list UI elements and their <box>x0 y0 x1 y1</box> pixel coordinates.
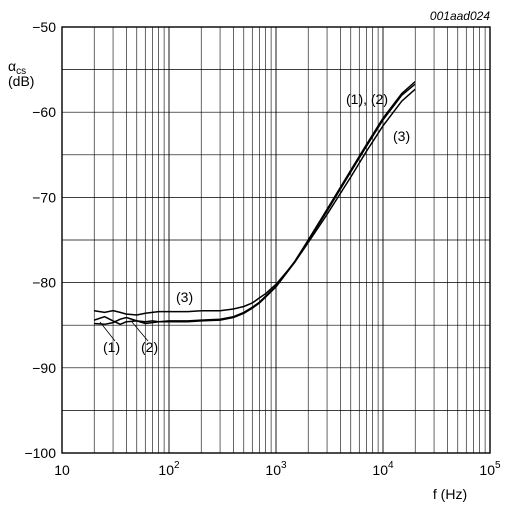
x-tick-label: 105 <box>479 460 501 478</box>
figure-reference: 001aad024 <box>430 9 490 23</box>
leader-line-1 <box>99 321 116 342</box>
data-series <box>93 80 416 326</box>
y-tick-label: −70 <box>32 189 56 205</box>
annotation-series-1-flat: (1) <box>103 339 120 355</box>
x-tick-label: 102 <box>158 460 180 478</box>
y-tick-label: −80 <box>32 275 56 291</box>
series-line-1 <box>93 80 416 326</box>
y-axis-label-symbol: αcs <box>8 58 26 77</box>
x-tick-label: 103 <box>265 460 287 478</box>
series-annotations: (1), (2) (3) (3) (1) (2) <box>99 91 410 355</box>
series-line-2 <box>94 83 416 326</box>
leader-line-2 <box>131 321 149 342</box>
grid-lines <box>62 27 490 453</box>
y-tick-label: −50 <box>32 19 56 35</box>
series-line-3 <box>94 88 416 316</box>
plot-frame <box>61 26 491 454</box>
tick-labels: −100 −90 −80 −70 −60 −50 10 102 103 104 105 <box>24 19 501 478</box>
y-tick-label: −90 <box>32 360 56 376</box>
x-axis-label: f (Hz) <box>433 486 467 502</box>
y-axis-label-unit: (dB) <box>8 73 34 89</box>
x-tick-label: 10 <box>54 462 70 478</box>
y-tick-label: −100 <box>24 445 56 461</box>
x-tick-label: 104 <box>372 460 394 478</box>
annotation-series-3-upper: (3) <box>393 128 410 144</box>
annotation-series-3-flat: (3) <box>176 289 193 305</box>
y-tick-label: −60 <box>32 104 56 120</box>
annotation-series-2-flat: (2) <box>141 339 158 355</box>
annotation-series-1-2: (1), (2) <box>346 91 388 107</box>
